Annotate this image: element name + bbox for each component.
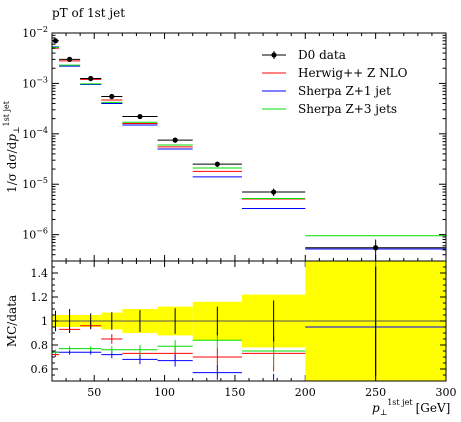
legend-label: Sherpa Z+1 jet (298, 84, 391, 98)
y-tick-label: 10−6 (22, 227, 48, 242)
data-point (373, 245, 379, 251)
data-point (52, 38, 59, 44)
data-point (137, 113, 143, 120)
x-tick-label: 300 (436, 386, 457, 399)
x-tick-label: 50 (87, 386, 101, 399)
legend-label: Herwig++ Z NLO (298, 66, 408, 80)
data-point (271, 189, 277, 195)
ratio-y-axis-label: MC/data (5, 295, 19, 347)
svg-text:1/σ dσ/dp⊥1st jet: 1/σ dσ/dp⊥1st jet (2, 100, 21, 193)
data-point (66, 56, 73, 62)
y-axis-label: 1/σ dσ/dp⊥1st jet (2, 100, 21, 193)
y-axis-label-p: p (5, 134, 19, 142)
y-axis-label-sub: ⊥ (12, 126, 21, 134)
legend: D0 data Herwig++ Z NLO Sherpa Z+1 jet Sherp… (262, 48, 408, 116)
legend-entry: D0 data (262, 48, 346, 62)
ratio-tick-label: 0.8 (31, 339, 49, 352)
legend-entry: Herwig++ Z NLO (262, 66, 408, 80)
data-point (109, 93, 115, 100)
chart-title: pT of 1st jet (52, 6, 125, 20)
x-tick-label: 250 (365, 386, 386, 399)
ratio-axis-ticks: 50 100 150 200 250 300 0.6 0.8 1 1.2 1.4 (31, 260, 457, 399)
y-axis-label-main: 1/σ dσ/d (5, 141, 19, 193)
ratio-tick-label: 0.6 (31, 363, 49, 376)
y-tick-label: 10−5 (22, 176, 48, 191)
y-tick-label: 10−2 (22, 25, 48, 40)
svg-text:MC/data: MC/data (5, 295, 19, 347)
y-axis-label-sup: 1st jet (2, 100, 11, 126)
main-series-layer (52, 38, 446, 261)
legend-entry: Sherpa Z+1 jet (262, 84, 391, 98)
legend-marker (271, 52, 277, 58)
ratio-series-layer (52, 260, 446, 382)
y-tick-label: 10−4 (22, 126, 48, 141)
x-axis-label-sup: 1st jet (387, 398, 413, 407)
data-point (88, 75, 94, 82)
x-tick-label: 150 (224, 386, 245, 399)
legend-label: Sherpa Z+3 jets (298, 102, 397, 116)
y-tick-label: 10−3 (22, 75, 48, 90)
data-point (214, 161, 220, 167)
legend-entry: Sherpa Z+3 jets (262, 102, 397, 116)
x-axis-label: p⊥1st jet [GeV] (372, 398, 450, 417)
data-point (172, 137, 178, 143)
legend-label: D0 data (298, 48, 346, 62)
x-tick-label: 100 (154, 386, 175, 399)
ratio-tick-label: 1 (41, 315, 48, 328)
x-tick-label: 200 (295, 386, 316, 399)
ratio-tick-label: 1.4 (31, 267, 49, 280)
ratio-tick-label: 1.2 (31, 291, 49, 304)
ratio-panel: 50 100 150 200 250 300 0.6 0.8 1 1.2 1.4 (31, 260, 457, 399)
x-axis-label-sub: ⊥ (380, 408, 388, 417)
x-axis-label-main: p (372, 401, 380, 415)
x-axis-label-unit: [GeV] (416, 401, 451, 415)
